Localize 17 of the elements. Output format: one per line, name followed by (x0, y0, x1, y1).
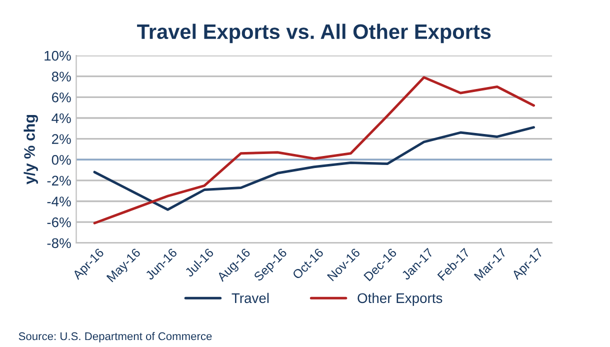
chart-title: Travel Exports vs. All Other Exports (137, 24, 491, 44)
y-tick-label: -6% (47, 217, 71, 228)
legend-label: Travel (232, 292, 269, 304)
y-tick-label: -2% (47, 176, 71, 186)
y-tick-label: 0% (52, 154, 71, 165)
y-tick-label: -8% (47, 238, 71, 248)
y-tick-label: 6% (52, 92, 71, 102)
y-tick-label: 4% (52, 113, 71, 124)
y-tick-label: 8% (52, 72, 71, 82)
y-tick-label: 10% (44, 50, 71, 61)
y-tick-label: -4% (47, 196, 71, 206)
source-note: Source: U.S. Department of Commerce (18, 332, 212, 342)
y-axis-title: y/y % chg (24, 114, 38, 184)
y-tick-label: 2% (52, 134, 71, 144)
line-series (93, 126, 535, 211)
legend-label: Other Exports (358, 292, 442, 306)
line-series (93, 76, 535, 224)
